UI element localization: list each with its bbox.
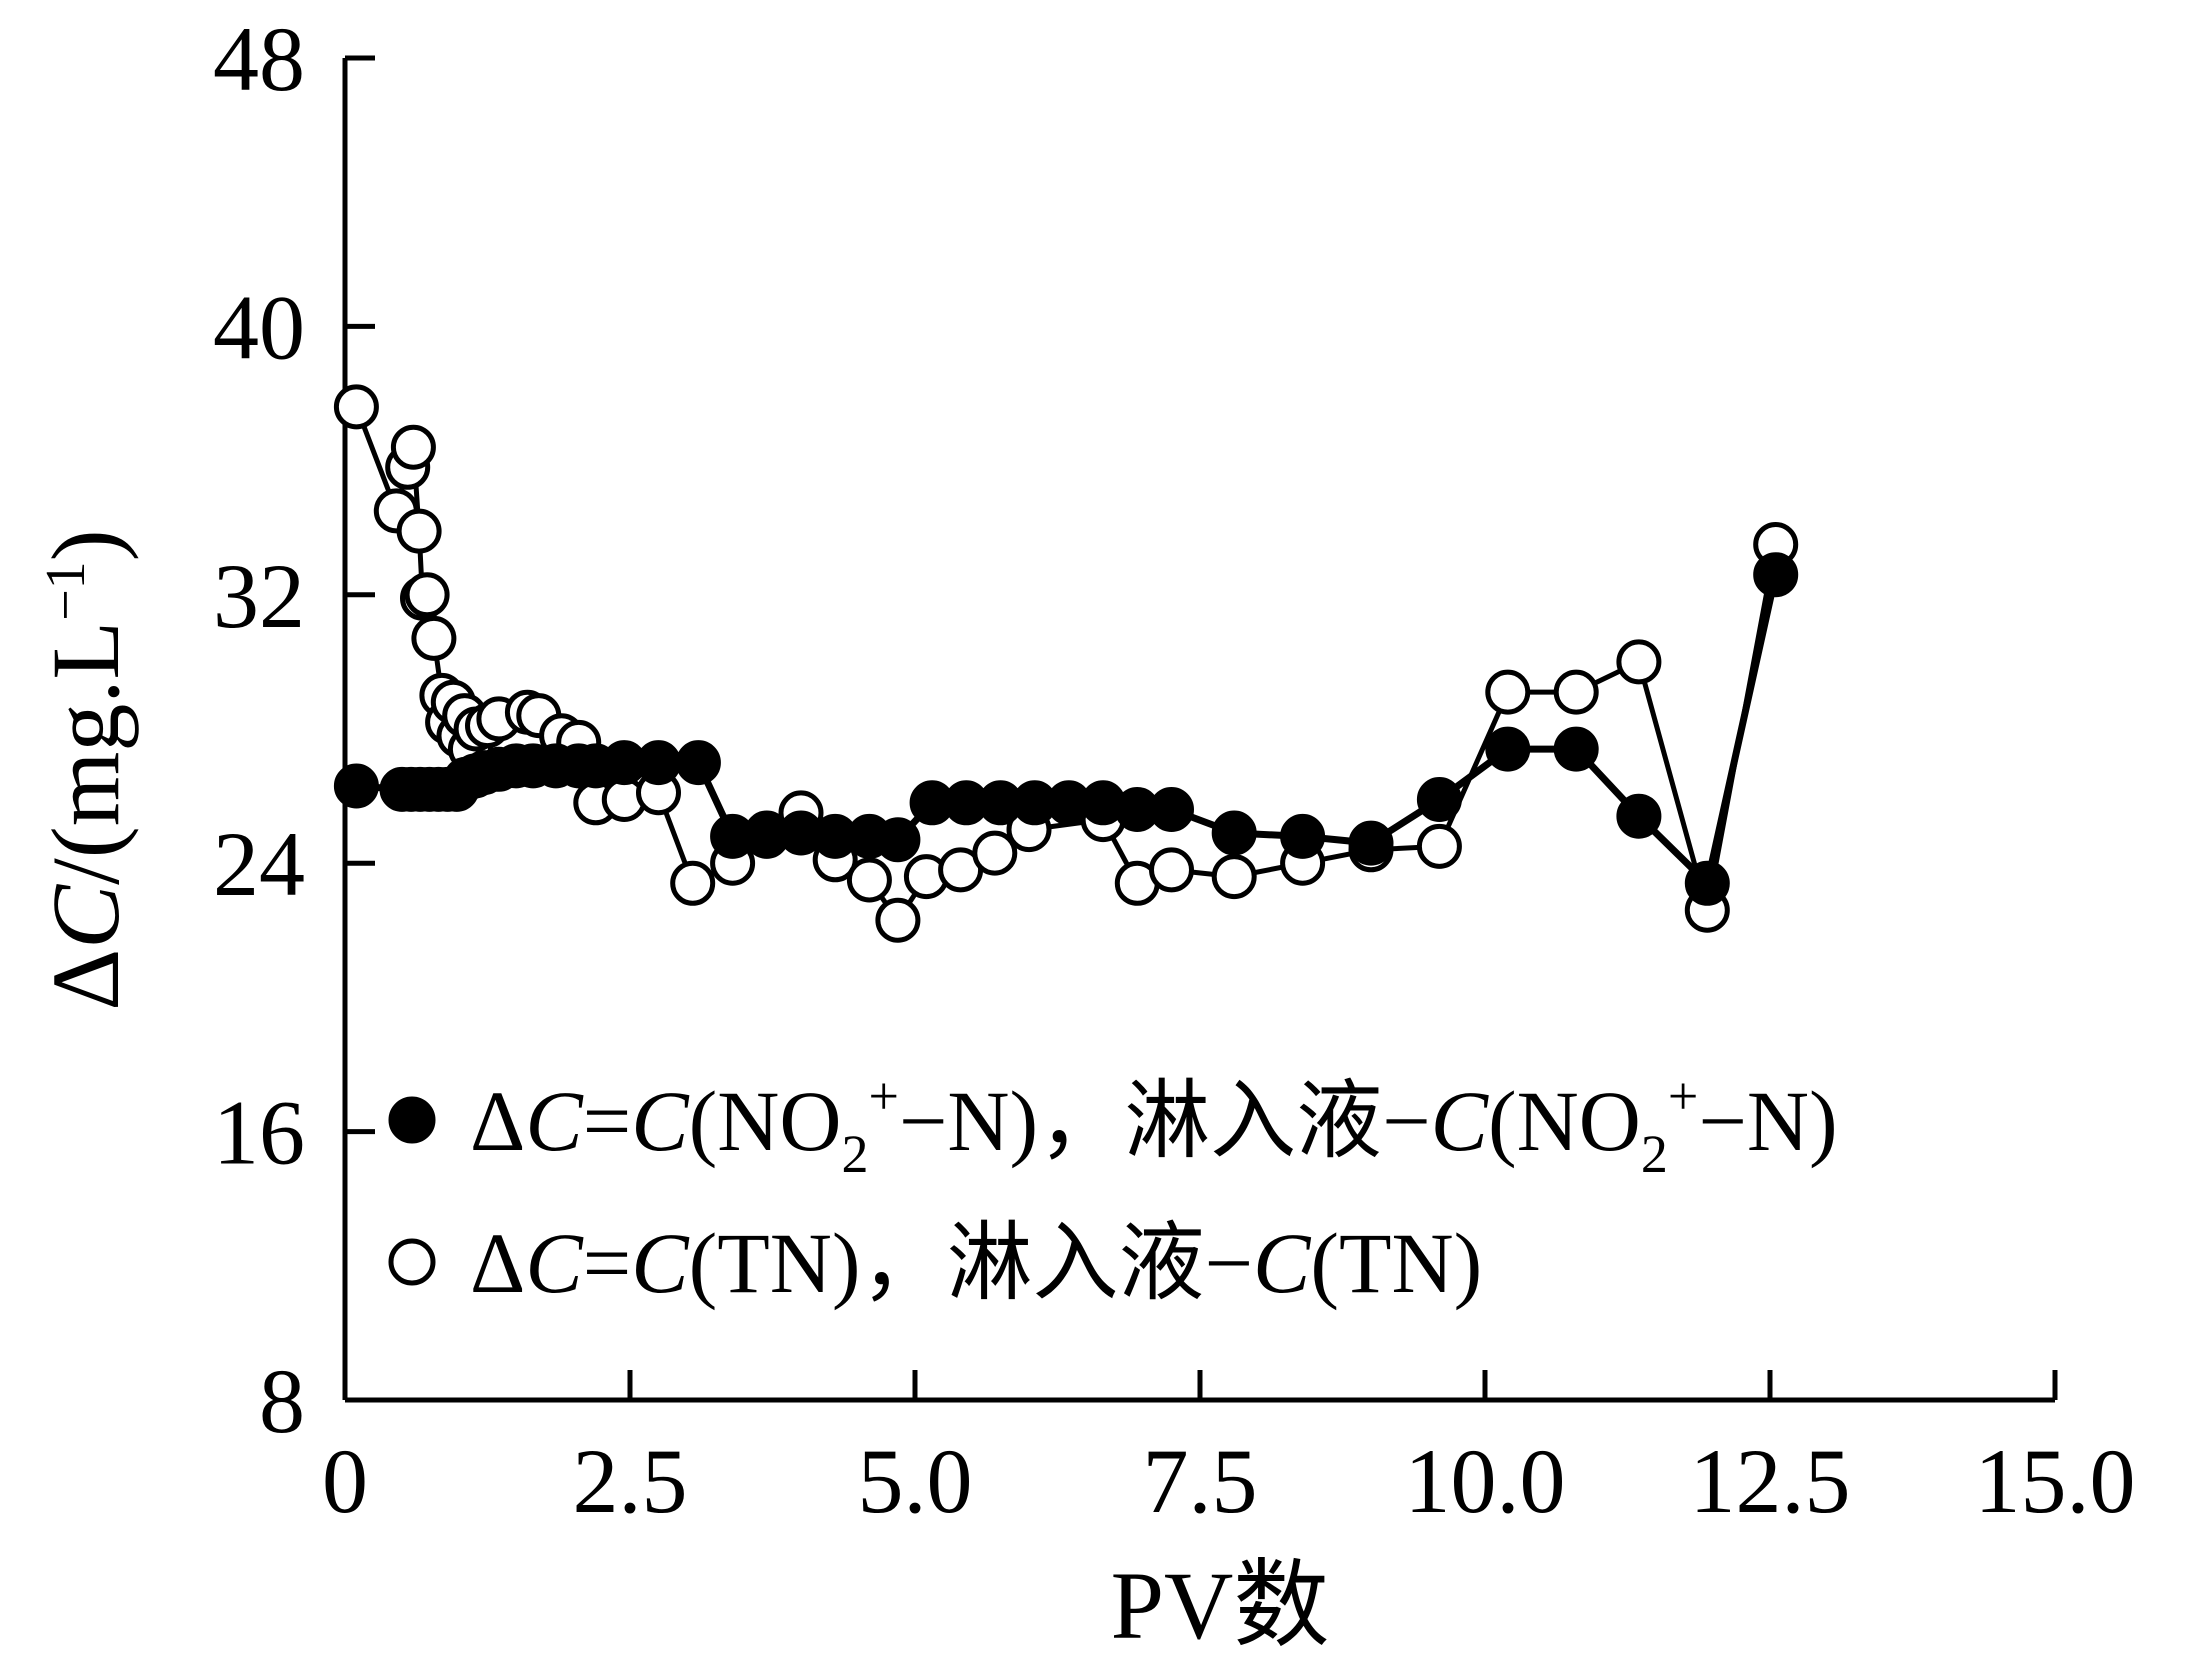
y-tick-label: 32	[213, 545, 305, 647]
point-no2	[1485, 726, 1531, 772]
point-tn	[390, 424, 436, 470]
point-tn	[411, 615, 457, 661]
point-no2	[875, 817, 921, 863]
point-no2	[333, 763, 379, 809]
legend-marker-open	[388, 1238, 436, 1286]
y-tick-label: 48	[213, 8, 305, 110]
point-tn	[1416, 823, 1462, 869]
point-tn	[875, 897, 921, 943]
point-no2	[1684, 860, 1730, 906]
point-no2	[1149, 787, 1194, 832]
point-no2	[675, 740, 721, 786]
axes: 8 16 24 32 40 48 0 2.5 5.0 7.5 10.0 12.5 15.0	[213, 8, 2136, 1532]
point-no2	[1348, 820, 1394, 866]
y-tick-label: 24	[213, 813, 305, 915]
point-tn	[1149, 847, 1194, 893]
point-tn	[404, 572, 450, 618]
legend: ΔC=C(NO2+−N)，淋入液−C(NO2+−N) ΔC=C(TN)，淋入液−…	[388, 1066, 1838, 1311]
y-tick-label: 8	[259, 1350, 305, 1452]
series-lines	[354, 406, 1780, 923]
x-tick-label: 0	[322, 1430, 368, 1532]
point-no2	[1753, 552, 1799, 598]
point-tn	[1553, 669, 1599, 715]
point-tn	[1485, 669, 1531, 715]
point-no2	[1211, 810, 1257, 856]
x-tick-label: 10.0	[1405, 1430, 1566, 1532]
point-tn	[972, 830, 1018, 876]
y-tick-label: 16	[213, 1082, 305, 1184]
x-tick-label: 5.0	[858, 1430, 973, 1532]
point-no2	[1616, 793, 1662, 839]
x-tick-label: 7.5	[1143, 1430, 1258, 1532]
x-tick-label: 15.0	[1975, 1430, 2136, 1532]
x-tick-label: 12.5	[1690, 1430, 1851, 1532]
series-points	[333, 384, 1799, 943]
point-tn	[333, 384, 379, 430]
point-tn	[1616, 639, 1662, 685]
x-axis-title: PV数	[1111, 1552, 1330, 1659]
series-tn-line	[354, 406, 1779, 923]
legend-label-no2: ΔC=C(NO2+−N)，淋入液−C(NO2+−N)	[470, 1066, 1838, 1184]
point-tn	[1211, 854, 1257, 900]
point-no2	[636, 740, 681, 786]
y-tick-label: 40	[213, 276, 305, 378]
point-tn	[670, 860, 716, 906]
y-axis-title: ΔC/(mg.L−1)	[32, 529, 139, 1010]
x-tick-label: 2.5	[573, 1430, 688, 1532]
legend-label-tn: ΔC=C(TN)，淋入液−C(TN)	[470, 1215, 1482, 1311]
point-tn	[846, 857, 892, 903]
legend-marker-filled	[388, 1096, 436, 1144]
point-no2	[1416, 777, 1462, 822]
point-no2	[1280, 813, 1326, 859]
point-tn	[396, 508, 442, 554]
point-no2	[1553, 726, 1599, 772]
